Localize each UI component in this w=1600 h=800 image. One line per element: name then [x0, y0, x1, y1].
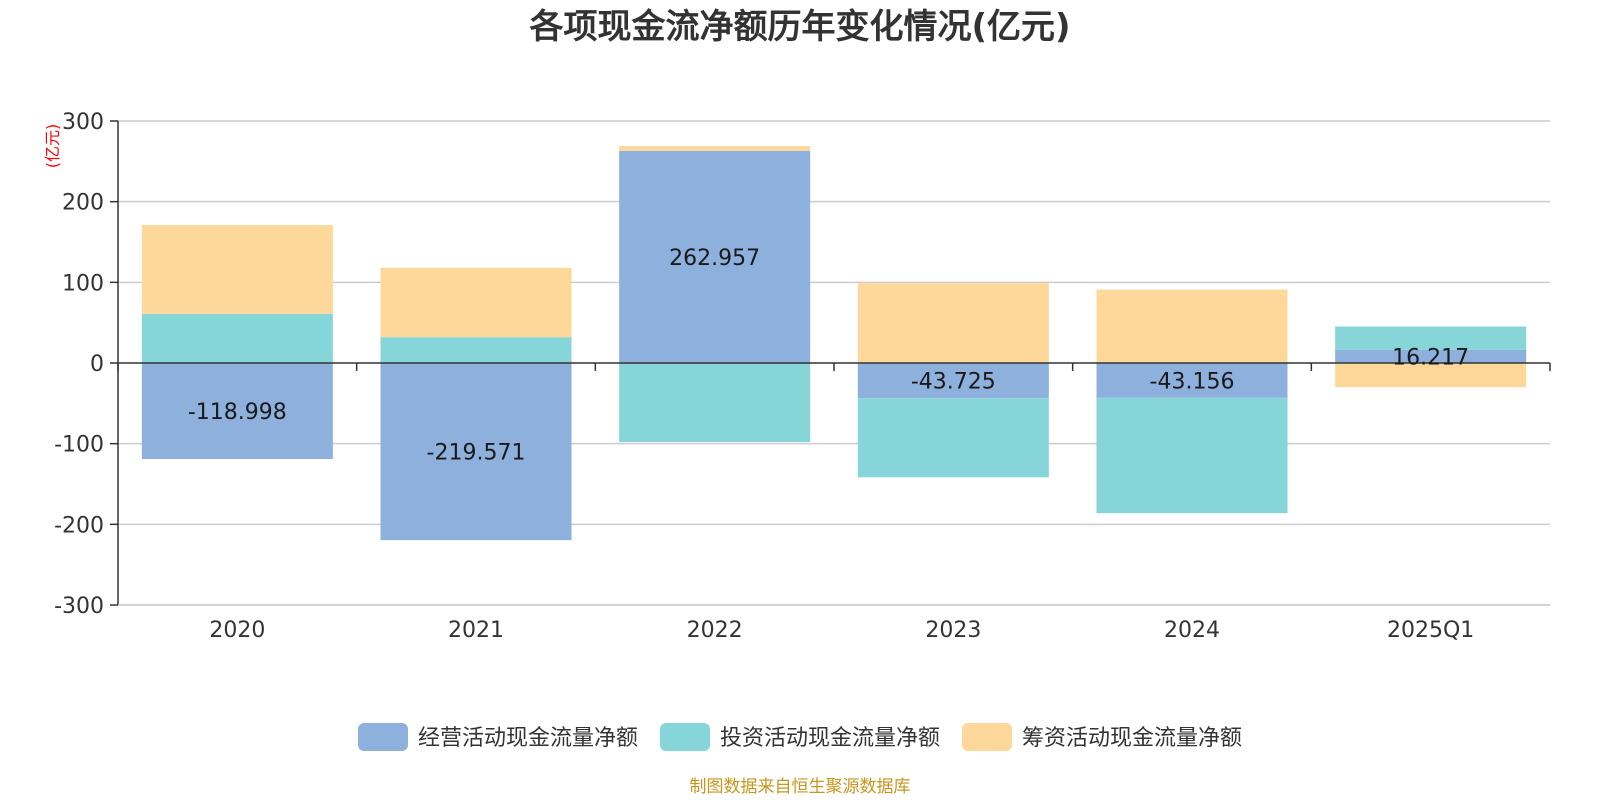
data-label: -43.156: [1150, 369, 1235, 394]
legend-swatch: [660, 723, 710, 751]
y-tick-label: 0: [90, 352, 104, 377]
data-label: 262.957: [669, 246, 760, 271]
data-label: 16.217: [1392, 345, 1469, 370]
x-category-label: 2024: [1164, 618, 1220, 643]
legend-label: 筹资活动现金流量净额: [1022, 726, 1242, 751]
bar-series-3-2022: [619, 146, 811, 151]
x-category-label: 2022: [687, 618, 743, 643]
y-tick-label: -300: [54, 594, 104, 619]
y-axis-unit: (亿元): [43, 124, 62, 169]
legend: 经营活动现金流量净额 投资活动现金流量净额 筹资活动现金流量净额: [358, 723, 1242, 751]
bar-series-3-2023: [857, 283, 1049, 363]
bar-series-1-2021: [380, 363, 572, 541]
y-tick-label: 300: [62, 110, 104, 135]
bar-series-3-2024: [1096, 289, 1288, 363]
value-labels: -118.998 -219.571 262.957 -43.725 -43.156 16.…: [188, 246, 1469, 466]
bar-series-3-2025Q1: [1335, 363, 1527, 388]
bar-series-3-2020: [141, 225, 333, 314]
legend-label: 经营活动现金流量净额: [418, 726, 638, 751]
bar-series-1-2023: [857, 363, 1049, 399]
bar-series-3-2021: [380, 267, 572, 338]
x-category-label: 2021: [448, 618, 504, 643]
axes: 300 200 100 0 -100 -200 -300 2020 2021 2022 2023 20…: [54, 110, 1551, 643]
y-tick-label: 200: [62, 191, 104, 216]
data-label: -43.725: [911, 370, 996, 395]
y-tick-label: -200: [54, 513, 104, 538]
bar-series-2-2024: [1096, 397, 1288, 514]
y-tick-label: -100: [54, 433, 104, 458]
x-category-label: 2020: [209, 618, 265, 643]
bar-series-1-2020: [141, 363, 333, 459]
bar-series-2-2023: [857, 398, 1049, 478]
legend-swatch: [962, 723, 1012, 751]
bar-series-2-2021: [380, 337, 572, 363]
bar-series-1-2022: [619, 150, 811, 363]
x-category-label: 2025Q1: [1387, 618, 1474, 643]
data-label: -118.998: [188, 400, 287, 425]
bar-series-2-2025Q1: [1335, 326, 1527, 350]
data-source-note: 制图数据来自恒生聚源数据库: [690, 777, 911, 797]
bar-series-1-2024: [1096, 363, 1288, 398]
x-category-label: 2023: [925, 618, 981, 643]
legend-label: 投资活动现金流量净额: [720, 726, 940, 751]
bar-series-1-2025Q1: [1335, 349, 1527, 363]
bars: [141, 146, 1527, 541]
y-tick-label: 100: [62, 271, 104, 296]
legend-swatch: [358, 723, 408, 751]
chart-title: 各项现金流净额历年变化情况(亿元): [529, 7, 1070, 47]
bar-series-2-2022: [619, 363, 811, 443]
data-label: -219.571: [427, 441, 526, 466]
bar-series-2-2020: [141, 313, 333, 363]
